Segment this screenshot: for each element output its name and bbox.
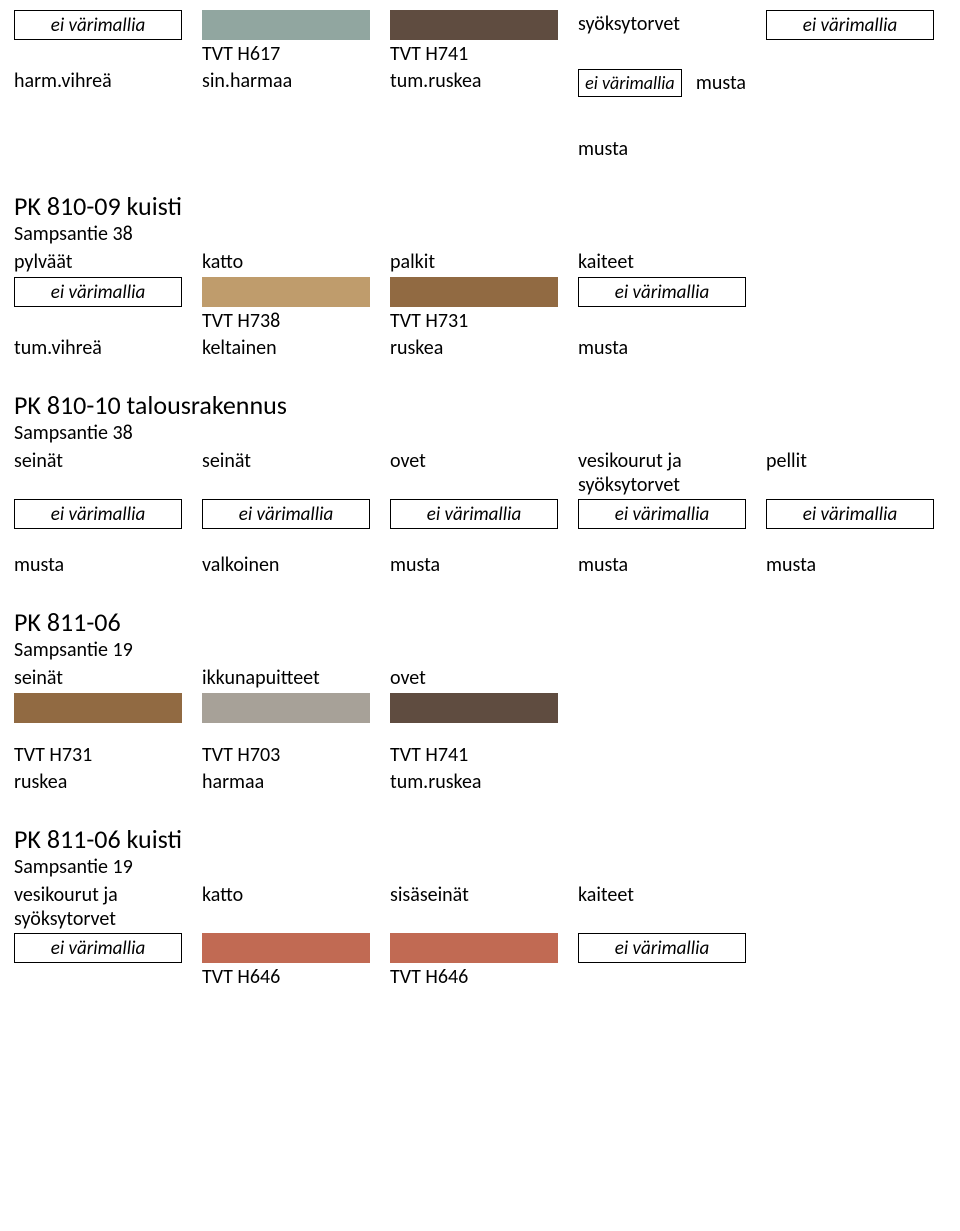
section5-swatch-color-2 (390, 933, 558, 963)
section4-swatch-color-1 (202, 693, 370, 723)
s1-mini-label: musta (696, 71, 746, 96)
section5-swatch-color-1 (202, 933, 370, 963)
section2-subtitle: Sampsantie 38 (14, 222, 946, 246)
section4-header-0: seinät (14, 666, 182, 691)
s1-inline-label-3: syöksytorvet (578, 10, 746, 37)
section2-code-1: TVT H738 (202, 309, 370, 334)
section4-name-1: harmaa (202, 770, 370, 795)
section3-name-3: musta (578, 553, 746, 578)
section2-header-0: pylväät (14, 250, 182, 275)
section3-header-3: vesikourut ja syöksytorvet (578, 449, 746, 497)
s1-swatch-color-1 (202, 10, 370, 40)
section3-header-4: pellit (766, 449, 934, 473)
section4-code-0: TVT H731 (14, 743, 182, 768)
section4-name-0: ruskea (14, 770, 182, 795)
section2-swatch-color-1 (202, 277, 370, 307)
section4-code-2: TVT H741 (390, 743, 558, 768)
section4-name-2: tum.ruskea (390, 770, 558, 795)
s1-name-2: tum.ruskea (390, 69, 558, 94)
section3-swatch-placeholder-1: ei värimallia (202, 499, 370, 529)
section2-swatch-placeholder-0: ei värimallia (14, 277, 182, 307)
section4-swatch-color-0 (14, 693, 182, 723)
section2-swatch-placeholder-3: ei värimallia (578, 277, 746, 307)
section3-swatch-placeholder-4: ei värimallia (766, 499, 934, 529)
section3-header-2: ovet (390, 449, 558, 473)
section3-name-0: musta (14, 553, 182, 578)
section3-header-0: seinät (14, 449, 182, 473)
s1-swatch-placeholder-4: ei värimallia (766, 10, 934, 40)
s1-swatch-placeholder-0: ei värimallia (14, 10, 182, 40)
section2-header-2: palkit (390, 250, 558, 275)
section3-swatch-placeholder-2: ei värimallia (390, 499, 558, 529)
s1-name-0: harm.vihreä (14, 69, 182, 94)
section5-code-2: TVT H646 (390, 965, 558, 990)
section4-header-2: ovet (390, 666, 558, 691)
s1-name-1: sin.harmaa (202, 69, 370, 94)
section5-title: PK 811-06 kuisti (14, 823, 946, 855)
section5-header-0: vesikourut ja syöksytorvet (14, 883, 182, 931)
section3-swatch-placeholder-3: ei värimallia (578, 499, 746, 529)
section3-name-1: valkoinen (202, 553, 370, 578)
section2-title: PK 810-09 kuisti (14, 190, 946, 222)
section2-header-3: kaiteet (578, 250, 746, 275)
section2-name-1: keltainen (202, 336, 370, 361)
s1-extra-right: musta (578, 137, 746, 162)
s1-mini-swatch: ei värimallia (578, 69, 682, 97)
section3-title: PK 810-10 talousrakennus (14, 389, 946, 421)
section4-header-1: ikkunapuitteet (202, 666, 370, 691)
section3-swatch-placeholder-0: ei värimallia (14, 499, 182, 529)
section2-name-0: tum.vihreä (14, 336, 182, 361)
s1-code-1: TVT H617 (202, 42, 370, 67)
section2-name-3: musta (578, 336, 746, 361)
section5-header-2: sisäseinät (390, 883, 558, 907)
section2-name-2: ruskea (390, 336, 558, 361)
section4-title: PK 811-06 (14, 606, 946, 638)
section2-header-1: katto (202, 250, 370, 275)
section5-header-1: katto (202, 883, 370, 907)
section3-subtitle: Sampsantie 38 (14, 421, 946, 445)
section5-subtitle: Sampsantie 19 (14, 855, 946, 879)
section4-code-1: TVT H703 (202, 743, 370, 768)
section5-code-1: TVT H646 (202, 965, 370, 990)
s1-code-2: TVT H741 (390, 42, 558, 67)
section4-swatch-color-2 (390, 693, 558, 723)
section2-swatch-color-2 (390, 277, 558, 307)
section5-header-3: kaiteet (578, 883, 746, 907)
section3-name-2: musta (390, 553, 558, 578)
s1-swatch-color-2 (390, 10, 558, 40)
section5-swatch-placeholder-3: ei värimallia (578, 933, 746, 963)
section3-name-4: musta (766, 553, 934, 578)
section4-subtitle: Sampsantie 19 (14, 638, 946, 662)
section2-code-2: TVT H731 (390, 309, 558, 334)
section3-header-1: seinät (202, 449, 370, 473)
section5-swatch-placeholder-0: ei värimallia (14, 933, 182, 963)
